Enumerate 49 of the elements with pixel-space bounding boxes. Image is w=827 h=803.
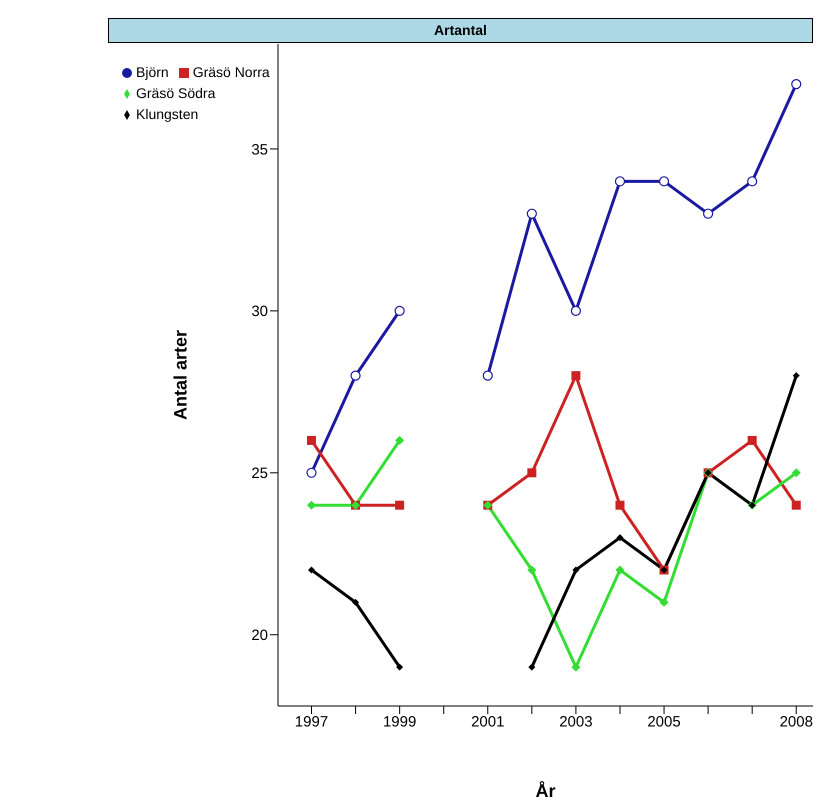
point bbox=[660, 598, 669, 607]
point bbox=[748, 436, 757, 445]
x-tick-label: 2001 bbox=[471, 714, 504, 731]
x-tick-label: 1997 bbox=[294, 714, 328, 731]
legend-label: Björn bbox=[136, 64, 169, 80]
chart-title: Artantal bbox=[108, 18, 813, 43]
point bbox=[614, 176, 626, 186]
point bbox=[482, 370, 493, 381]
point bbox=[394, 306, 405, 316]
legend-label: Klungsten bbox=[136, 106, 198, 122]
point bbox=[306, 436, 316, 445]
point bbox=[572, 566, 580, 574]
point bbox=[616, 534, 624, 542]
y-tick-label: 25 bbox=[251, 465, 268, 482]
y-tick-label: 35 bbox=[251, 141, 268, 158]
point bbox=[527, 468, 536, 478]
point bbox=[395, 500, 404, 510]
y-axis-title: Antal arter bbox=[170, 330, 190, 420]
point bbox=[703, 208, 714, 219]
point bbox=[352, 598, 360, 606]
point bbox=[792, 468, 801, 478]
x-tick-label: 1999 bbox=[382, 714, 416, 731]
x-tick-label: 2005 bbox=[647, 714, 681, 731]
point bbox=[792, 500, 801, 510]
point bbox=[350, 370, 361, 381]
point bbox=[791, 79, 802, 90]
point bbox=[615, 565, 624, 574]
point bbox=[526, 208, 537, 219]
point bbox=[306, 500, 316, 510]
point bbox=[570, 306, 582, 316]
point bbox=[308, 566, 315, 574]
point bbox=[571, 662, 580, 672]
point bbox=[306, 468, 317, 478]
point bbox=[615, 500, 624, 510]
point bbox=[396, 664, 404, 671]
point bbox=[747, 176, 758, 186]
point bbox=[395, 436, 404, 445]
y-tick-label: 20 bbox=[251, 627, 268, 644]
legend-label: Gräsö Norra bbox=[192, 64, 270, 80]
y-tick-label: 30 bbox=[251, 303, 268, 320]
point bbox=[792, 372, 800, 380]
x-tick-label: 2008 bbox=[780, 714, 813, 731]
point bbox=[528, 664, 536, 671]
legend-label: Gräsö Södra bbox=[136, 85, 216, 101]
point bbox=[571, 371, 580, 380]
x-tick-label: 2003 bbox=[559, 714, 593, 731]
point bbox=[527, 565, 536, 574]
x-axis-title: År bbox=[535, 781, 556, 801]
point bbox=[658, 176, 670, 186]
